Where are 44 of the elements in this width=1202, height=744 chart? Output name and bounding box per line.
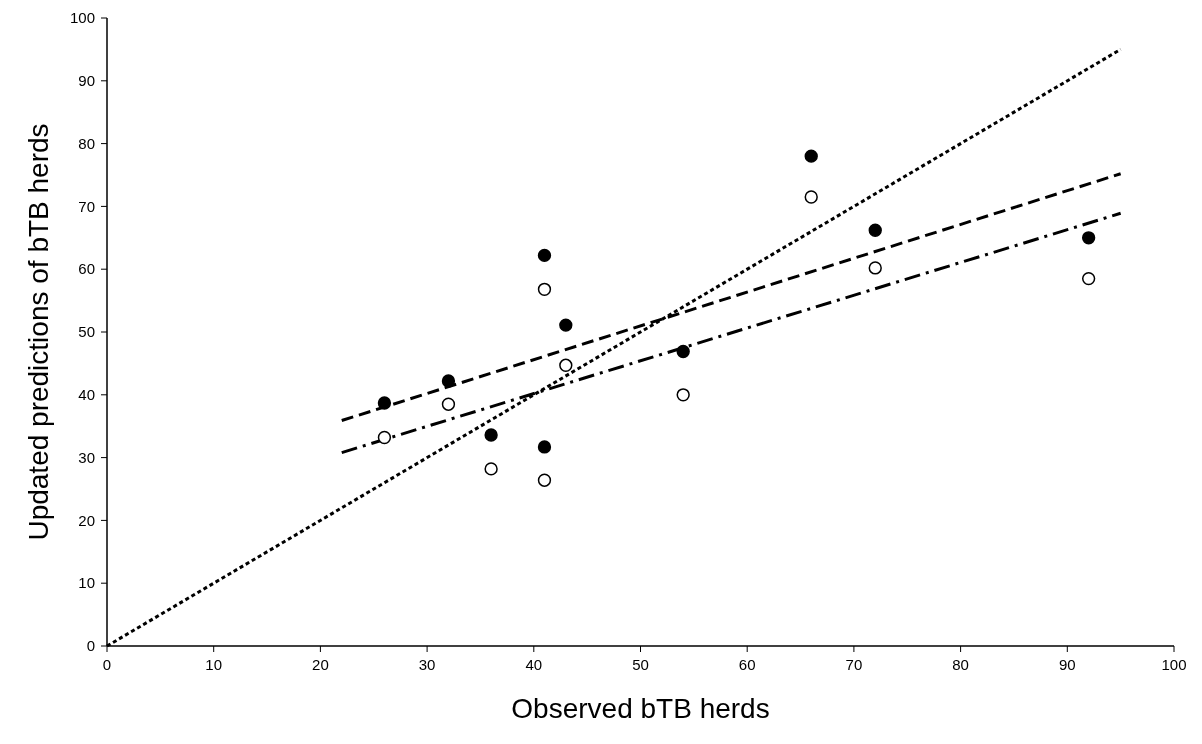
y-tick-label: 100	[69, 9, 95, 27]
y-tick-label: 50	[78, 323, 95, 341]
point	[537, 282, 552, 296]
point	[676, 344, 690, 359]
x-tick-label: 70	[845, 656, 863, 673]
y-tick-label: 0	[86, 637, 95, 655]
point	[559, 358, 573, 372]
point	[804, 190, 818, 204]
x-tick-label: 60	[738, 656, 756, 673]
y-tick-label: 10	[78, 574, 95, 592]
x-tick-label: 10	[205, 656, 223, 673]
x-tick-label: 40	[525, 656, 543, 673]
y-tick-label: 70	[78, 197, 95, 215]
point	[537, 248, 552, 263]
x-tick-label: 100	[1161, 656, 1187, 673]
point	[559, 318, 573, 332]
x-tick-label: 90	[1058, 656, 1076, 673]
y-axis-title: Updated predictions of bTB herds	[23, 123, 54, 541]
point	[1081, 231, 1096, 245]
x-tick-label: 30	[418, 656, 436, 673]
point	[484, 428, 498, 442]
point	[537, 440, 552, 454]
y-tick-label: 40	[78, 386, 95, 404]
y-tick-label: 80	[78, 134, 95, 152]
point	[441, 374, 456, 388]
y-tick-label: 30	[78, 448, 95, 466]
x-tick-label: 20	[312, 656, 329, 673]
x-tick-label: 80	[952, 656, 969, 673]
point	[537, 473, 552, 487]
point	[377, 396, 392, 410]
y-tick-label: 60	[78, 260, 95, 278]
point	[377, 430, 392, 445]
y-tick-label: 20	[78, 511, 95, 529]
point	[441, 397, 456, 411]
x-tick-label: 0	[102, 656, 112, 673]
point	[868, 223, 882, 237]
point	[1081, 271, 1096, 286]
x-axis-title: Observed bTB herds	[511, 693, 770, 724]
y-tick-label: 90	[78, 72, 95, 90]
point	[676, 388, 690, 402]
point	[484, 462, 498, 476]
point	[868, 261, 882, 275]
x-tick-label: 50	[632, 656, 649, 673]
point	[804, 149, 818, 163]
